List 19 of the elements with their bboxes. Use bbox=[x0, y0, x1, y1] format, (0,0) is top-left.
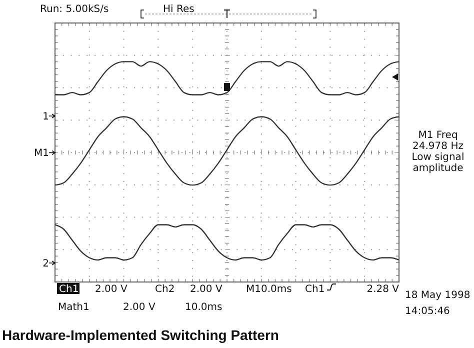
text: Ch2 bbox=[155, 284, 175, 295]
text: M1 Freq 24.978 Hz Low signal amplitude bbox=[412, 130, 464, 174]
text: Hi Res bbox=[163, 4, 194, 15]
text: 2.28 V bbox=[366, 284, 400, 295]
text: 2.00 V bbox=[95, 284, 128, 295]
text: 14:05:46 bbox=[405, 306, 450, 317]
text: 2 bbox=[42, 258, 49, 270]
text: Math1 bbox=[58, 302, 90, 313]
series-label: 1 bbox=[42, 112, 49, 122]
text: M1 bbox=[34, 148, 49, 160]
text: 2.00 V bbox=[123, 302, 156, 313]
text: Ch1 bbox=[305, 284, 325, 295]
text: 2.00 V bbox=[190, 284, 222, 295]
text: 10.0ms bbox=[185, 302, 222, 313]
text: Run: 5.00kS/s bbox=[40, 4, 109, 15]
text: Hardware-Implemented Switching Pattern bbox=[2, 327, 279, 343]
text: Ch1 bbox=[59, 284, 79, 295]
text: 18 May 1998 bbox=[405, 290, 470, 301]
text: M10.0ms bbox=[246, 284, 292, 295]
